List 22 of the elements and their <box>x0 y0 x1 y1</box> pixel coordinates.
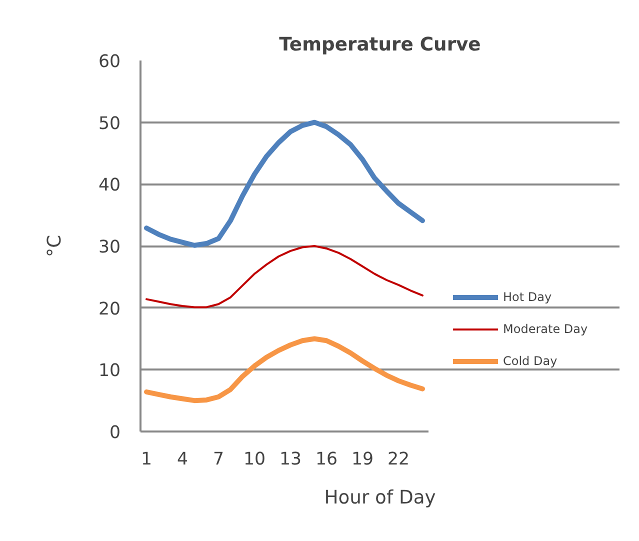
legend-label: Cold Day <box>503 354 558 368</box>
line-series <box>146 245 424 308</box>
x-tick-label: 16 <box>315 450 338 470</box>
x-tick-label: 22 <box>387 450 410 470</box>
x-axis-title: Hour of Day <box>324 488 436 508</box>
x-tick-label: 7 <box>212 450 224 470</box>
x-tick-label: 19 <box>351 450 374 470</box>
legend-label: Hot Day <box>503 290 552 304</box>
y-tick-label: 30 <box>98 238 121 258</box>
x-tick-label: 1 <box>140 450 152 470</box>
y-axis-title: °C <box>44 234 66 258</box>
y-tick-label: 40 <box>98 176 121 196</box>
y-tick-label: 10 <box>98 361 121 382</box>
y-tick-label: 20 <box>98 299 121 320</box>
y-tick-label: 0 <box>109 423 121 443</box>
y-tick-label: 50 <box>98 114 121 134</box>
chart-title: Temperature Curve <box>279 34 481 56</box>
y-tick-label: 60 <box>98 52 121 72</box>
x-tick-label: 4 <box>176 450 188 470</box>
x-tick-label: 13 <box>279 450 302 470</box>
x-tick-label: 10 <box>243 450 266 470</box>
legend-label: Moderate Day <box>503 322 588 336</box>
